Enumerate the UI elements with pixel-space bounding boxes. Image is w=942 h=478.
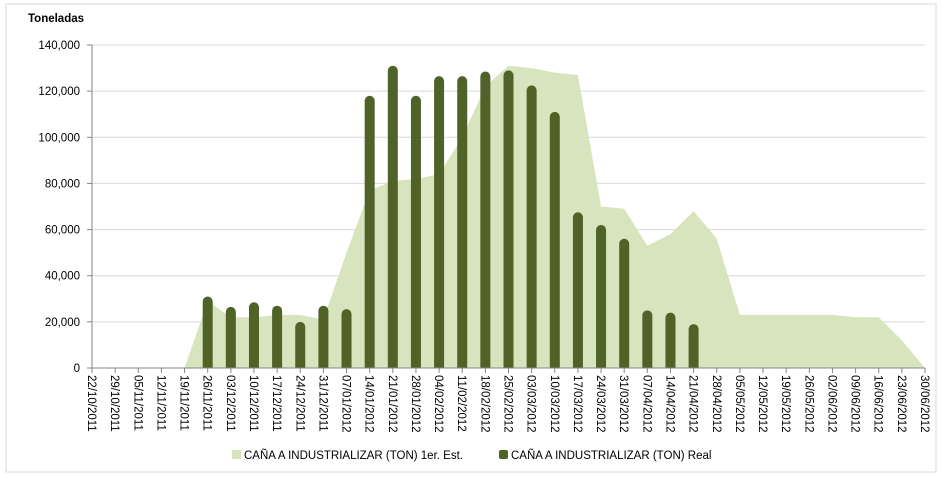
x-tick-label: 16/06/2012: [872, 375, 884, 433]
x-tick-label: 05/11/2011: [131, 375, 143, 431]
bar: [248, 302, 259, 368]
x-tick-label: 17/12/2011: [270, 375, 282, 432]
bar: [410, 95, 421, 368]
bar: [434, 76, 445, 369]
y-axis-title: Toneladas: [28, 13, 84, 25]
bar: [480, 71, 491, 369]
y-tick-label: 40,000: [45, 271, 80, 283]
x-tick-label: 24/12/2011: [293, 375, 305, 432]
x-tick-label: 10/12/2011: [247, 375, 259, 432]
y-tick-label: 60,000: [45, 225, 80, 237]
x-tick-label: 07/04/2012: [640, 375, 652, 433]
bar: [225, 306, 236, 368]
bar: [364, 95, 375, 368]
bar: [387, 65, 398, 368]
x-tick-label: 05/05/2012: [733, 375, 745, 433]
x-tick-label: 29/10/2011: [108, 375, 120, 432]
legend-label: CAÑA A INDUSTRIALIZAR (TON) Real: [511, 449, 711, 462]
x-tick-label: 31/03/2012: [617, 375, 629, 433]
legend-swatch: [498, 450, 508, 459]
x-tick-label: 14/01/2012: [363, 375, 375, 433]
bar: [642, 310, 653, 368]
bar: [549, 111, 560, 368]
y-tick-label: 140,000: [38, 40, 80, 52]
x-tick-label: 09/06/2012: [849, 375, 861, 433]
bar: [619, 238, 630, 368]
x-tick-label: 10/03/2012: [548, 375, 560, 433]
x-tick-label: 02/06/2012: [825, 375, 837, 433]
x-tick-label: 18/02/2012: [478, 375, 490, 433]
x-tick-label: 28/04/2012: [710, 375, 722, 433]
y-tick-label: 0: [74, 363, 80, 375]
x-tick-label: 07/01/2012: [340, 375, 352, 433]
x-tick-label: 23/06/2012: [895, 375, 907, 433]
x-tick-label: 22/10/2011: [85, 375, 97, 432]
y-tick-label: 120,000: [38, 86, 80, 98]
x-tick-label: 26/11/2011: [201, 375, 213, 431]
x-tick-label: 19/05/2012: [779, 375, 791, 433]
x-tick-label: 11/02/2012: [455, 375, 467, 432]
x-tick-label: 24/03/2012: [594, 375, 606, 433]
y-tick-label: 20,000: [45, 317, 80, 329]
x-tick-label: 04/02/2012: [432, 375, 444, 433]
legend-swatch: [232, 450, 241, 459]
x-tick-label: 17/03/2012: [571, 375, 583, 433]
bar: [596, 224, 607, 368]
x-tick-label: 14/04/2012: [663, 375, 675, 433]
bar: [688, 324, 699, 368]
bar: [503, 70, 514, 368]
x-tick-label: 21/01/2012: [386, 375, 398, 433]
x-tick-label: 12/05/2012: [756, 375, 768, 433]
x-tick-label: 03/03/2012: [525, 375, 537, 433]
x-tick-label: 25/02/2012: [502, 375, 514, 433]
x-tick-label: 19/11/2011: [178, 375, 190, 431]
x-tick-label: 26/05/2012: [802, 375, 814, 433]
legend-label: CAÑA A INDUSTRIALIZAR (TON) 1er. Est.: [244, 449, 463, 462]
bar: [295, 321, 306, 368]
x-tick-label: 12/11/2011: [154, 375, 166, 431]
x-tick-label: 31/12/2011: [316, 375, 328, 432]
bar: [526, 85, 537, 368]
bar: [318, 305, 329, 368]
x-tick-label: 30/06/2012: [918, 375, 930, 433]
bar: [665, 312, 676, 368]
y-tick-label: 100,000: [38, 132, 80, 144]
bar: [457, 76, 468, 369]
bar: [341, 309, 352, 368]
x-tick-label: 28/01/2012: [409, 375, 421, 433]
x-tick-label: 21/04/2012: [687, 375, 699, 433]
bar: [572, 212, 583, 368]
bar: [202, 296, 213, 368]
y-tick-label: 80,000: [45, 178, 80, 190]
bar: [272, 305, 283, 368]
x-tick-label: 03/12/2011: [224, 375, 236, 432]
